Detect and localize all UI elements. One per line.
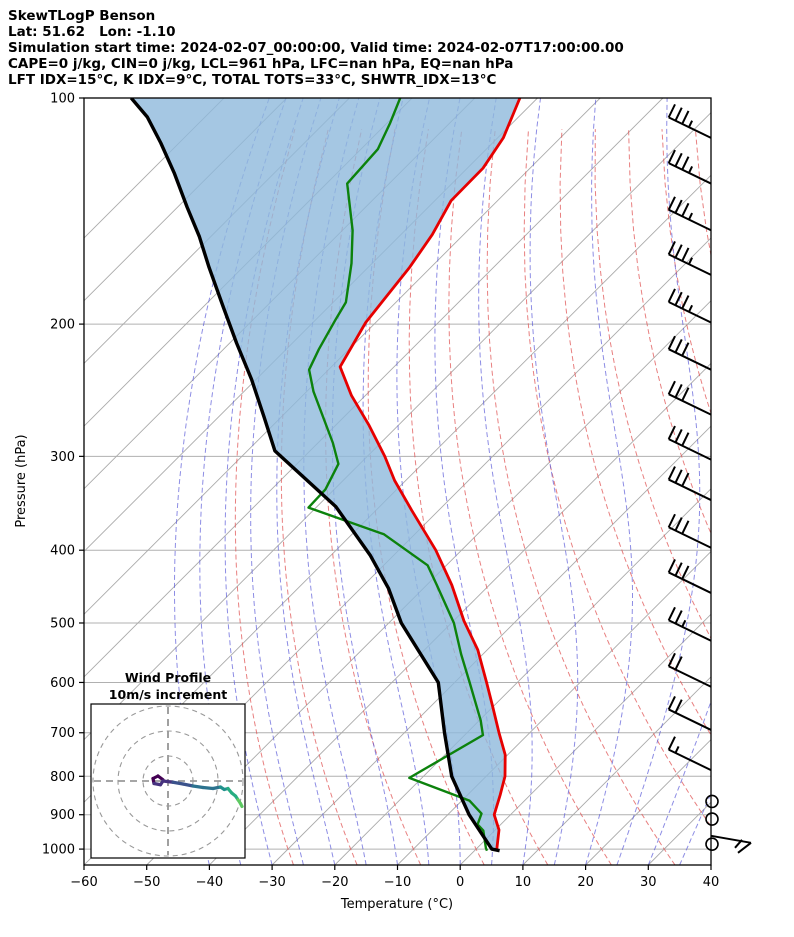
inset-title: Wind Profile <box>125 670 211 685</box>
wind-barbs <box>667 103 752 854</box>
y-tick-label: 500 <box>50 616 75 631</box>
x-tick-label: −20 <box>321 875 348 890</box>
x-tick-label: −30 <box>258 875 285 890</box>
inset-subtitle: 10m/s increment <box>109 687 227 702</box>
x-tick-label: 30 <box>640 875 657 890</box>
stability-line-2: LFT IDX=15°C, K IDX=9°C, TOTAL TOTS=33°C… <box>8 72 496 88</box>
calm-wind-circle <box>705 812 719 826</box>
x-tick-label: −10 <box>384 875 411 890</box>
axes-ticks: −60 −50 −40 −30 −20 −10 0 10 20 30 40 100 200 300 400 5… <box>42 92 719 891</box>
time-line: Simulation start time: 2024-02-07_00:00:… <box>8 40 624 56</box>
y-tick-label: 1000 <box>42 843 75 858</box>
sounding-curves <box>129 98 522 853</box>
y-tick-label: 100 <box>50 92 75 107</box>
x-tick-label: −40 <box>196 875 223 890</box>
y-tick-label: 400 <box>50 544 75 559</box>
y-tick-label: 200 <box>50 318 75 333</box>
calm-wind-circle <box>705 837 719 851</box>
chart-title: SkewTLogP Benson <box>8 8 155 24</box>
x-tick-label: 0 <box>456 875 464 890</box>
wind-profile-hodograph <box>90 703 246 859</box>
x-tick-label: 10 <box>515 875 532 890</box>
x-tick-label: 40 <box>703 875 720 890</box>
stability-line-1: CAPE=0 j/kg, CIN=0 j/kg, LCL=961 hPa, LF… <box>8 56 513 72</box>
location-line: Lat: 51.62 Lon: -1.10 <box>8 24 176 40</box>
y-tick-label: 800 <box>50 770 75 785</box>
x-tick-label: 20 <box>577 875 594 890</box>
y-tick-label: 900 <box>50 808 75 823</box>
calm-wind-circle <box>705 794 719 809</box>
y-axis-label: Pressure (hPa) <box>14 434 29 527</box>
x-tick-label: −60 <box>70 875 97 890</box>
x-tick-label: −50 <box>133 875 160 890</box>
y-tick-label: 300 <box>50 450 75 465</box>
y-tick-label: 600 <box>50 676 75 691</box>
shaded-area <box>131 98 520 851</box>
x-axis-label: Temperature (°C) <box>340 897 453 912</box>
y-tick-label: 700 <box>50 726 75 741</box>
